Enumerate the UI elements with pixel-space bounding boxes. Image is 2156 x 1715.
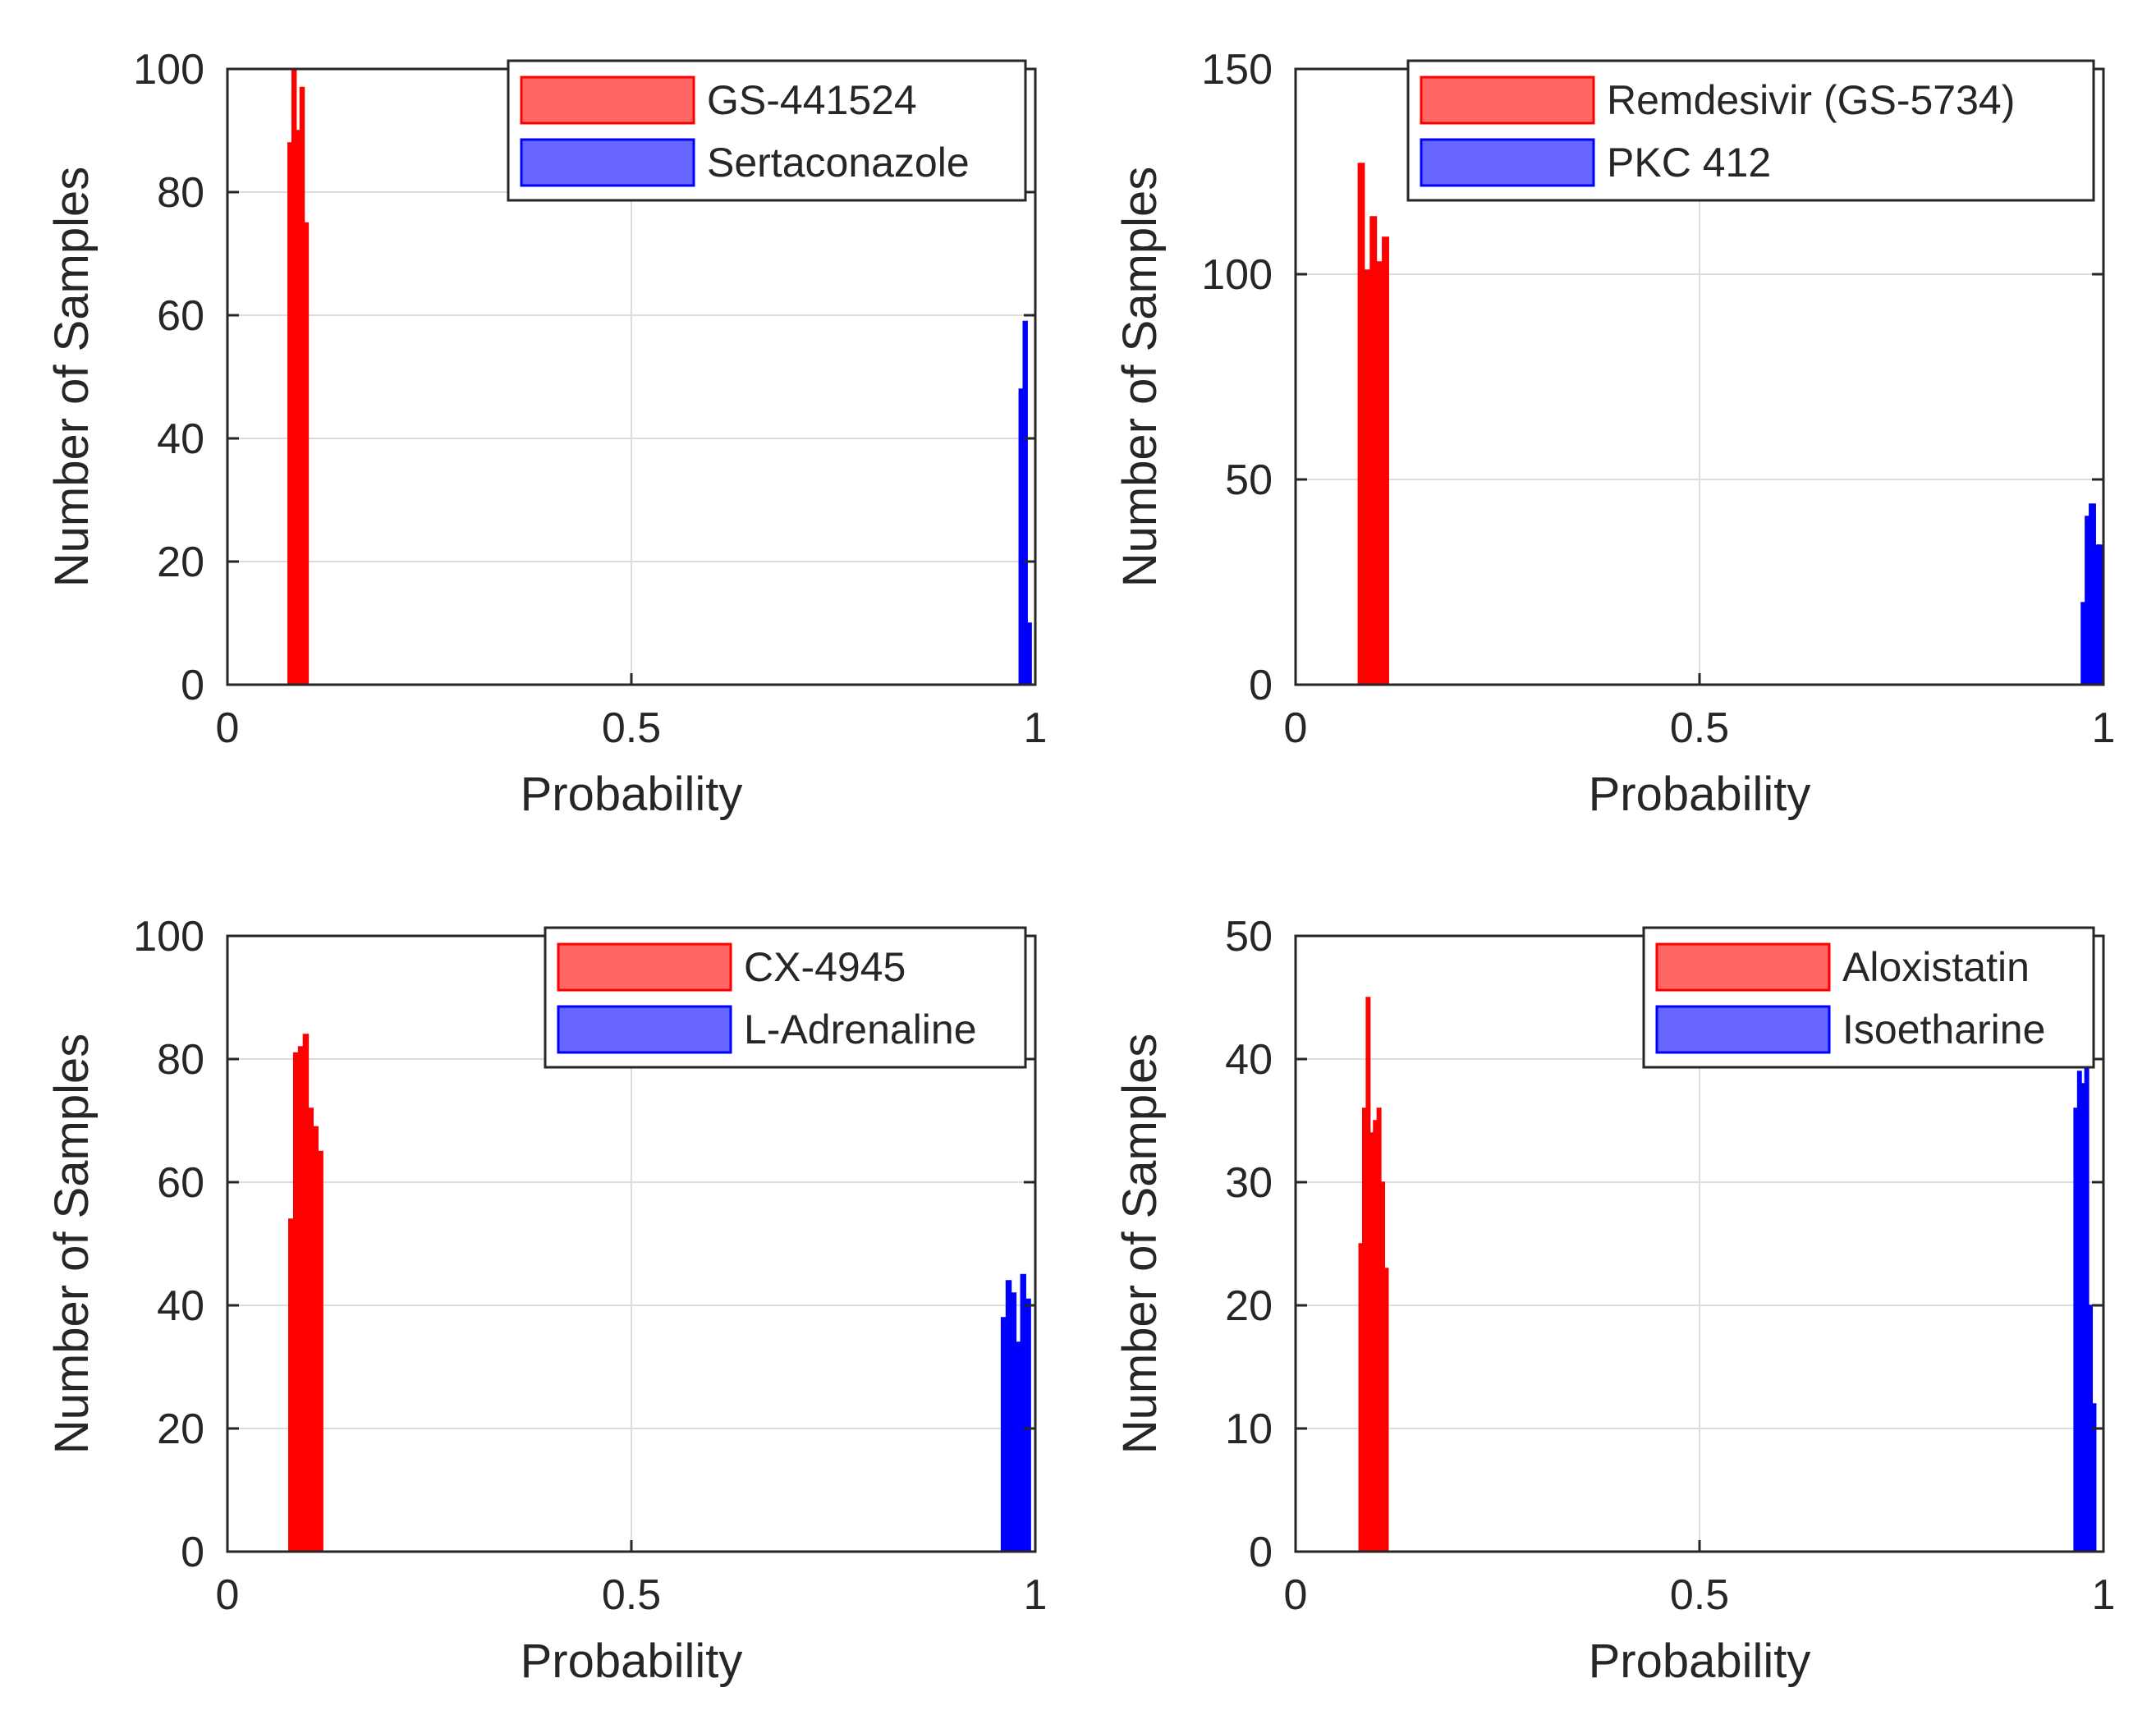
legend-swatch [520,138,695,187]
y-tick-label: 50 [1225,913,1273,961]
y-axis-label: Number of Samples [1113,167,1167,588]
legend-swatch [520,76,695,125]
x-tick-label: 0.5 [1670,704,1729,752]
histogram-bar [1015,1341,1022,1552]
x-axis-label: Probability [1589,768,1811,821]
x-axis-label: Probability [521,768,743,821]
histogram-bar [1369,216,1378,686]
y-tick-label: 100 [1201,251,1273,299]
legend-swatch [1655,942,1831,992]
histogram-bar [297,1046,305,1552]
y-tick-label: 0 [1249,662,1273,709]
y-tick-label: 80 [157,1036,204,1084]
legend: Remdesivir (GS-5734) PKC 412 [1406,59,2095,202]
legend-swatch [1655,1005,1831,1054]
y-axis-label: Number of Samples [45,1034,99,1455]
y-tick-label: 0 [1249,1529,1273,1576]
y-tick-label: 50 [1225,456,1273,504]
chart-panel-3: 0 0.5 1 0 20 40 60 80 100 Probability Number of Sa… [45,913,1047,1688]
legend-label: GS-441524 [707,77,917,123]
y-tick-label: 30 [1225,1159,1273,1207]
y-tick-label: 40 [157,1282,204,1330]
legend-label: Sertaconazole [707,140,970,186]
histogram-bar [1363,269,1371,686]
legend-label: CX-4945 [744,944,906,990]
x-tick-label: 0.5 [602,704,661,752]
x-axis-label: Probability [521,1635,743,1688]
y-tick-label: 40 [157,415,204,463]
x-tick-label: 0 [216,704,240,752]
legend: CX-4945 L-Adrenaline [544,926,1027,1069]
x-tick-label: 0.5 [602,1571,661,1619]
histogram-bar [1010,1292,1017,1552]
histogram-bar [1025,1298,1031,1552]
chart-panel-2: 0 0.5 1 0 50 100 150 Probability Number of Sampl… [1113,46,2115,821]
y-tick-label: 60 [157,1159,204,1207]
y-tick-label: 80 [157,169,204,217]
y-tick-label: 20 [157,539,204,586]
histogram-bar [2091,1403,2097,1552]
y-tick-label: 20 [1225,1282,1273,1330]
legend-label: Isoetharine [1842,1007,2045,1052]
x-tick-label: 0.5 [1670,1571,1729,1619]
y-axis-label: Number of Samples [1113,1034,1167,1455]
legend-label: PKC 412 [1607,140,1771,186]
x-tick-label: 0 [1284,704,1308,752]
legend-label: L-Adrenaline [744,1007,977,1052]
y-tick-label: 0 [181,1529,204,1576]
y-tick-label: 10 [1225,1405,1273,1453]
y-tick-label: 20 [157,1405,204,1453]
histogram-bar [1026,622,1032,686]
histogram-bar [307,1107,314,1552]
x-axis-label: Probability [1589,1635,1811,1688]
histogram-bar [317,1150,323,1552]
x-tick-label: 0 [1284,1571,1308,1619]
histogram-bar [1000,1317,1007,1552]
y-tick-label: 0 [181,662,204,709]
legend: GS-441524 Sertaconazole [507,59,1027,202]
chart-panel-1: 0 0.5 1 0 20 40 60 80 100 Probability Number of Sa… [45,46,1047,821]
histogram-bar [1383,1268,1389,1552]
y-tick-label: 150 [1201,46,1273,94]
legend-swatch [557,942,732,992]
histogram-bar [1375,261,1383,686]
x-tick-label: 1 [2092,704,2116,752]
histogram-bar [1020,1273,1026,1552]
legend: Aloxistatin Isoetharine [1642,926,2095,1069]
histogram-bar [302,1034,310,1552]
x-tick-label: 1 [1024,704,1048,752]
histogram-bar [303,222,310,686]
legend-swatch [1420,76,1595,125]
y-tick-label: 100 [133,913,204,961]
y-tick-label: 60 [157,292,204,340]
histogram-bar [1357,163,1365,686]
legend-swatch [1420,138,1595,187]
y-tick-label: 40 [1225,1036,1273,1084]
legend-label: Remdesivir (GS-5734) [1607,77,2015,123]
histogram-bar [1005,1280,1012,1552]
x-tick-label: 0 [216,1571,240,1619]
histogram-bar [292,1052,300,1552]
x-tick-label: 1 [1024,1571,1048,1619]
histogram-bar [1382,236,1389,686]
histogram-bar [312,1126,319,1552]
legend-swatch [557,1005,732,1054]
y-tick-label: 100 [133,46,204,94]
legend-label: Aloxistatin [1842,944,2030,990]
histogram-bar [288,1218,295,1552]
y-axis-label: Number of Samples [45,167,99,588]
x-tick-label: 1 [2092,1571,2116,1619]
